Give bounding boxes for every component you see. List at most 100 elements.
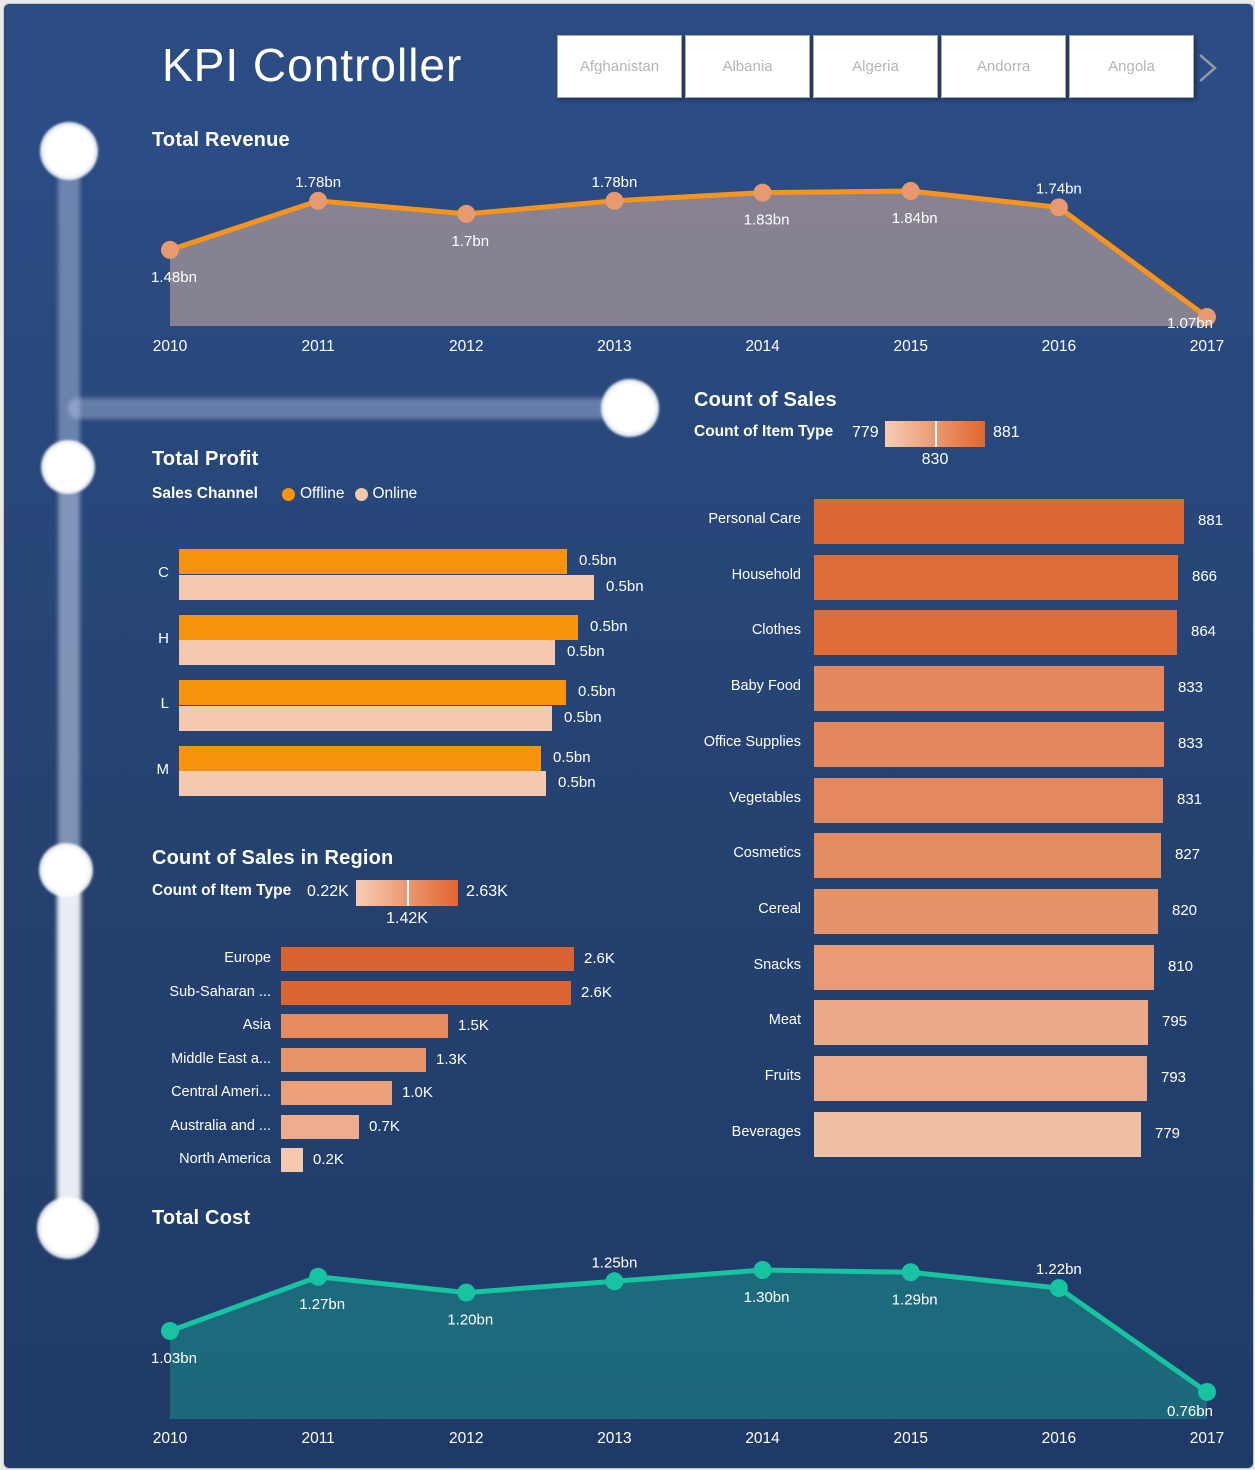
online-legend-label[interactable]: Online (372, 485, 418, 502)
slicer-button-angola[interactable]: Angola (1069, 35, 1194, 98)
bar-fruits[interactable] (814, 1056, 1147, 1102)
bar-europe[interactable] (281, 947, 574, 971)
bar-label-middle-east-a-: Middle East a... (171, 1050, 271, 1067)
timeline-connector-vertical-3 (57, 882, 81, 1222)
bar-c-offline[interactable] (179, 549, 567, 574)
gradient-mid-value: 830 (921, 451, 949, 468)
bar-sub-saharan-[interactable] (281, 980, 571, 1005)
bar-m-offline[interactable] (179, 745, 541, 771)
bar-office-supplies[interactable] (814, 721, 1164, 767)
gradient-legend-label: Count of Item Type (694, 423, 834, 440)
profit-category-h: H (158, 629, 169, 647)
bar-middle-east-a-[interactable] (281, 1047, 426, 1072)
profit-category-m: M (156, 760, 170, 778)
bar-charts-layer: Personal Care 881 Household 866 Clothes 864 Ba… (4, 4, 1253, 1468)
bar-label-baby-food: Baby Food (730, 678, 801, 695)
gradient-min-value: 779 (852, 424, 879, 441)
bar-label-australia-and-: Australia and ... (170, 1117, 271, 1134)
online-legend-dot-icon (354, 487, 368, 501)
profit-category-l: L (160, 695, 169, 713)
slicer-button-albania[interactable]: Albania (685, 35, 810, 98)
bar-personal-care[interactable] (814, 499, 1184, 544)
bar-north-america[interactable] (281, 1148, 303, 1172)
bar-label-personal-care: Personal Care (708, 511, 801, 527)
total-profit-title: Total Profit (152, 448, 259, 470)
timeline-connector-horizontal (68, 398, 613, 419)
timeline-connector-vertical-2 (58, 479, 80, 864)
bar-value: 0.5bn (578, 683, 616, 701)
bar-c-online[interactable] (179, 574, 594, 600)
bar-label-fruits: Fruits (764, 1068, 801, 1085)
bar-value: 0.2K (313, 1151, 344, 1168)
bar-value: 0.5bn (590, 617, 628, 635)
bar-baby-food[interactable] (814, 666, 1164, 712)
bar-snacks[interactable] (814, 944, 1154, 990)
bar-meat[interactable] (814, 1000, 1148, 1046)
bar-l-offline[interactable] (179, 680, 566, 706)
dashboard: KPI Controller Afghanistan Albania Algeria… (3, 3, 1254, 1469)
sales-channel-label: Sales Channel (152, 485, 258, 502)
timeline-node-profit (41, 440, 95, 494)
region-gradient-legend: Count of Item Type (152, 882, 305, 900)
bar-label-cereal: Cereal (758, 901, 801, 918)
bar-asia[interactable] (281, 1014, 448, 1038)
bar-m-online[interactable] (179, 771, 546, 797)
bar-value: 820 (1172, 902, 1198, 920)
bar-label-vegetables: Vegetables (729, 789, 801, 806)
bar-h-offline[interactable] (179, 614, 578, 640)
bar-value: 0.5bn (553, 748, 591, 766)
timeline-connector-vertical-1 (58, 164, 80, 464)
bar-l-online[interactable] (179, 705, 552, 731)
timeline-node-revenue (40, 122, 98, 180)
bar-household[interactable] (814, 554, 1178, 600)
page-title: KPI Controller (162, 39, 463, 91)
timeline-node-cost (37, 1197, 99, 1259)
total-cost-title: Total Cost (152, 1207, 251, 1229)
bar-value: 1.3K (436, 1050, 467, 1068)
bar-australia-and-[interactable] (281, 1114, 359, 1139)
bar-label-cosmetics: Cosmetics (733, 845, 801, 862)
bar-h-online[interactable] (179, 640, 555, 666)
gradient-max-value: 881 (993, 424, 1020, 441)
bar-label-sub-saharan-: Sub-Saharan ... (169, 983, 271, 1000)
bar-vegetables[interactable] (814, 777, 1163, 823)
bar-label-asia: Asia (242, 1017, 271, 1033)
slicer-next-button[interactable] (1197, 52, 1219, 89)
timeline-node-sales (601, 379, 659, 437)
bar-value: 0.7K (369, 1117, 400, 1135)
gradient-scale-bar[interactable] (356, 880, 458, 906)
profit-category-c: C (158, 564, 169, 581)
slicer-button-andorra[interactable]: Andorra (941, 35, 1066, 98)
bar-cosmetics[interactable] (814, 833, 1161, 879)
bar-value: 1.0K (402, 1084, 433, 1101)
bar-value: 2.6K (584, 950, 615, 967)
bar-clothes[interactable] (814, 610, 1177, 656)
gradient-min-value: 0.22K (307, 883, 349, 900)
region-title: Count of Sales in Region (152, 847, 394, 869)
bar-label-snacks: Snacks (753, 956, 801, 973)
gradient-mid-value: 1.42K (386, 910, 428, 927)
bar-value: 864 (1191, 623, 1217, 641)
country-slicer: Afghanistan Albania Algeria Andorra Angola (557, 35, 1194, 98)
offline-legend-dot-icon (281, 487, 295, 501)
bar-value: 1.5K (458, 1017, 489, 1034)
bar-value: 810 (1168, 957, 1194, 975)
slicer-button-afghanistan[interactable]: Afghanistan (557, 35, 682, 98)
bar-label-beverages: Beverages (731, 1123, 801, 1140)
bar-value: 2.6K (581, 983, 612, 1001)
bar-value: 831 (1177, 790, 1203, 808)
bar-cereal[interactable] (814, 889, 1158, 935)
bar-value: 881 (1198, 512, 1224, 529)
gradient-scale-bar[interactable] (885, 421, 985, 447)
bar-value: 833 (1178, 679, 1204, 697)
bar-value: 779 (1155, 1124, 1181, 1142)
bar-value: 833 (1178, 734, 1204, 752)
bar-value: 827 (1175, 846, 1201, 864)
bar-beverages[interactable] (814, 1111, 1141, 1157)
bar-central-ameri-[interactable] (281, 1081, 392, 1105)
sales-channel-legend: Sales Channel Offline Online (152, 485, 417, 503)
slicer-button-algeria[interactable]: Algeria (813, 35, 938, 98)
gradient-legend-label: Count of Item Type (152, 882, 292, 899)
offline-legend-label[interactable]: Offline (299, 485, 345, 502)
bar-value: 866 (1192, 567, 1218, 585)
